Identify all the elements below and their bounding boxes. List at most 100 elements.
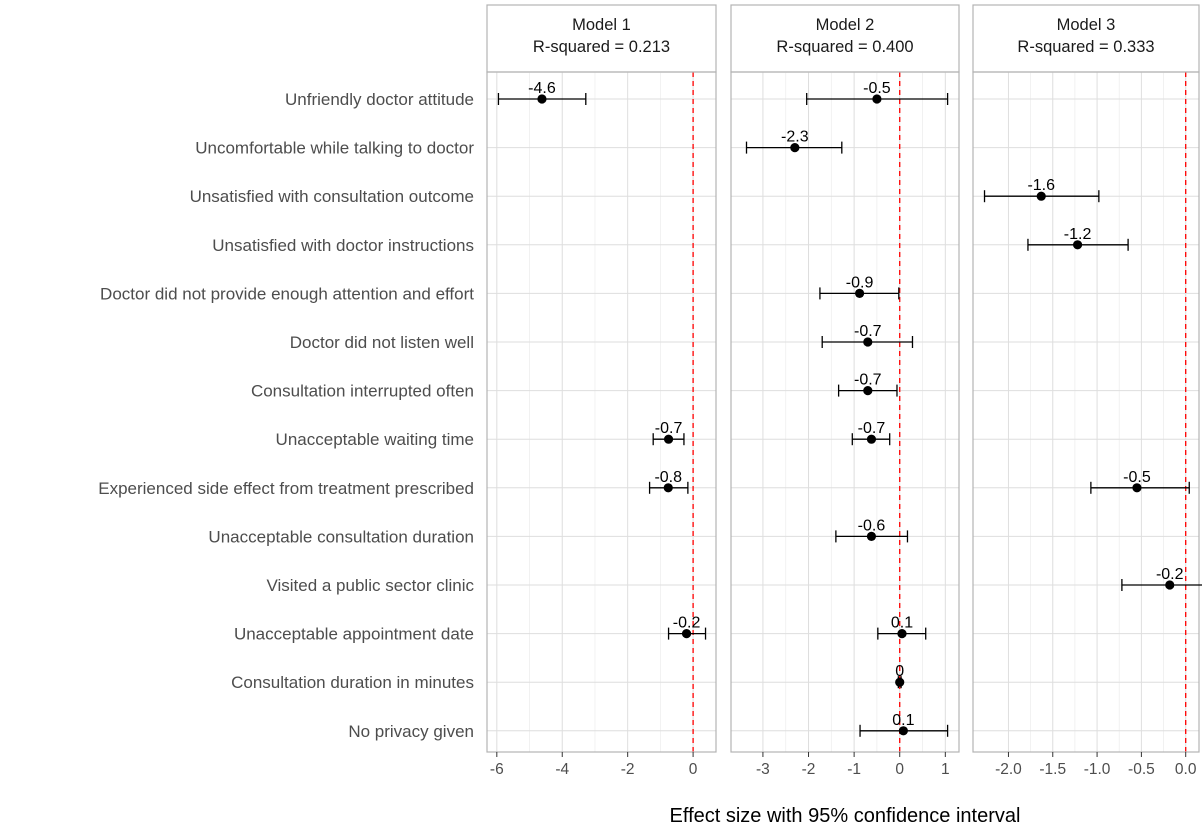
category-label: Consultation duration in minutes bbox=[231, 673, 474, 692]
estimate-point: -0.5 bbox=[1090, 469, 1190, 494]
estimate-label: -1.6 bbox=[1027, 177, 1055, 194]
panel-border bbox=[486, 71, 717, 753]
panel-title: Model 3 bbox=[1057, 16, 1116, 34]
estimate-label: -2.3 bbox=[781, 129, 809, 146]
panel-subtitle: R-squared = 0.213 bbox=[533, 38, 670, 56]
estimate-label: -0.9 bbox=[846, 274, 874, 291]
category-label: Doctor did not listen well bbox=[290, 333, 474, 352]
estimate-point: -1.2 bbox=[1027, 226, 1129, 251]
estimate-point: -0.7 bbox=[821, 323, 914, 348]
x-tick-label: 0.0 bbox=[1175, 761, 1197, 778]
x-tick-label: -1 bbox=[847, 761, 861, 778]
category-labels: Unfriendly doctor attitude Uncomfortable … bbox=[98, 90, 474, 741]
category-label: Unfriendly doctor attitude bbox=[285, 90, 474, 109]
panel-model-1: Model 1 R-squared = 0.213 -4.6 -0.7 -0.8 -0.2… bbox=[486, 4, 717, 778]
panel-title: Model 2 bbox=[816, 16, 875, 34]
estimate-point: 0.1 bbox=[877, 615, 927, 640]
estimate-point: -2.3 bbox=[745, 129, 843, 154]
estimate-marker bbox=[1072, 240, 1083, 250]
estimate-label: 0.1 bbox=[891, 615, 913, 632]
category-label: Unsatisfied with consultation outcome bbox=[190, 187, 474, 206]
estimate-marker bbox=[681, 629, 692, 639]
panel-strip bbox=[486, 4, 717, 73]
x-tick-label: 1 bbox=[941, 761, 950, 778]
category-label: Unacceptable waiting time bbox=[276, 430, 474, 449]
x-tick-label: -0.5 bbox=[1128, 761, 1155, 778]
estimate-point: -0.6 bbox=[835, 517, 909, 543]
estimate-marker bbox=[897, 629, 907, 639]
estimate-label: -0.7 bbox=[854, 323, 882, 340]
panel-model-2: Model 2 R-squared = 0.400 -0.5 -2.3 -0.9 -0.7… bbox=[730, 4, 960, 778]
panel-subtitle: R-squared = 0.400 bbox=[776, 38, 913, 56]
estimate-label: -4.6 bbox=[528, 80, 556, 97]
estimate-label: -0.7 bbox=[858, 420, 886, 437]
category-label: Uncomfortable while talking to doctor bbox=[195, 139, 474, 158]
estimate-point: -0.5 bbox=[806, 80, 949, 105]
estimate-point: -1.6 bbox=[983, 177, 1100, 203]
estimate-point: 0.1 bbox=[859, 712, 949, 737]
category-label: Consultation interrupted often bbox=[251, 382, 474, 401]
estimate-marker bbox=[895, 677, 905, 687]
estimate-label: 0.1 bbox=[892, 712, 914, 729]
x-tick-label: -1.5 bbox=[1039, 761, 1066, 778]
category-label: Visited a public sector clinic bbox=[266, 576, 474, 595]
estimate-label: -0.5 bbox=[1123, 469, 1151, 486]
estimate-point: -0.8 bbox=[648, 469, 689, 494]
x-tick-label: -1.0 bbox=[1084, 761, 1111, 778]
x-tick-label: -2 bbox=[621, 761, 635, 778]
panel-title: Model 1 bbox=[572, 16, 631, 34]
estimate-label: -0.8 bbox=[654, 469, 682, 486]
panel-strip bbox=[972, 4, 1200, 73]
category-label: Unacceptable appointment date bbox=[234, 625, 474, 644]
estimate-label: 0 bbox=[895, 663, 904, 680]
x-axis-title: Effect size with 95% confidence interval bbox=[670, 805, 1021, 827]
estimate-label: -1.2 bbox=[1064, 226, 1092, 243]
estimate-marker bbox=[854, 288, 865, 298]
estimate-point: -0.2 bbox=[1121, 566, 1202, 591]
estimate-label: -0.7 bbox=[854, 372, 882, 389]
estimate-marker bbox=[863, 337, 873, 347]
x-tick-label: 0 bbox=[689, 761, 698, 778]
panel-strip bbox=[730, 4, 960, 73]
estimate-point: -0.2 bbox=[667, 615, 707, 640]
x-tick-label: -2 bbox=[802, 761, 816, 778]
x-tick-label: -2.0 bbox=[995, 761, 1022, 778]
estimate-label: -0.2 bbox=[1156, 566, 1184, 583]
estimate-marker bbox=[872, 94, 882, 104]
panel-subtitle: R-squared = 0.333 bbox=[1017, 38, 1154, 56]
category-label: No privacy given bbox=[348, 722, 474, 741]
panel-border bbox=[730, 71, 960, 753]
x-tick-label: -6 bbox=[490, 761, 504, 778]
model-panels: Model 1 R-squared = 0.213 -4.6 -0.7 -0.8 -0.2… bbox=[486, 4, 1202, 778]
estimate-marker bbox=[863, 386, 873, 396]
estimate-marker bbox=[866, 531, 877, 542]
estimate-marker bbox=[663, 483, 673, 493]
estimate-label: -0.5 bbox=[863, 80, 891, 97]
estimate-point: 0 bbox=[895, 663, 905, 689]
estimate-marker bbox=[1036, 191, 1046, 201]
panel-model-3: Model 3 R-squared = 0.333 -1.6 -1.2 -0.5 -0.2… bbox=[972, 4, 1202, 778]
category-label: Unacceptable consultation duration bbox=[208, 527, 474, 546]
estimate-marker bbox=[898, 726, 908, 736]
estimate-point: -0.9 bbox=[819, 274, 900, 300]
estimate-point: -0.7 bbox=[851, 420, 891, 446]
estimate-point: -4.6 bbox=[497, 80, 587, 105]
x-tick-label: 0 bbox=[895, 761, 904, 778]
panel-border bbox=[972, 71, 1200, 753]
estimate-marker bbox=[537, 94, 547, 104]
estimate-label: -0.7 bbox=[655, 420, 683, 437]
estimate-point: -0.7 bbox=[837, 372, 898, 397]
estimate-marker bbox=[1132, 483, 1142, 493]
category-label: Experienced side effect from treatment p… bbox=[98, 479, 474, 498]
estimate-marker bbox=[866, 434, 877, 444]
x-tick-label: -3 bbox=[756, 761, 770, 778]
estimate-marker bbox=[663, 434, 674, 444]
estimate-marker bbox=[790, 143, 800, 153]
estimate-label: -0.6 bbox=[858, 517, 886, 534]
estimate-point: -0.7 bbox=[652, 420, 685, 446]
category-label: Unsatisfied with doctor instructions bbox=[212, 236, 474, 255]
x-tick-label: -4 bbox=[555, 761, 569, 778]
category-label: Doctor did not provide enough attention … bbox=[100, 284, 474, 303]
estimate-marker bbox=[1165, 580, 1175, 590]
